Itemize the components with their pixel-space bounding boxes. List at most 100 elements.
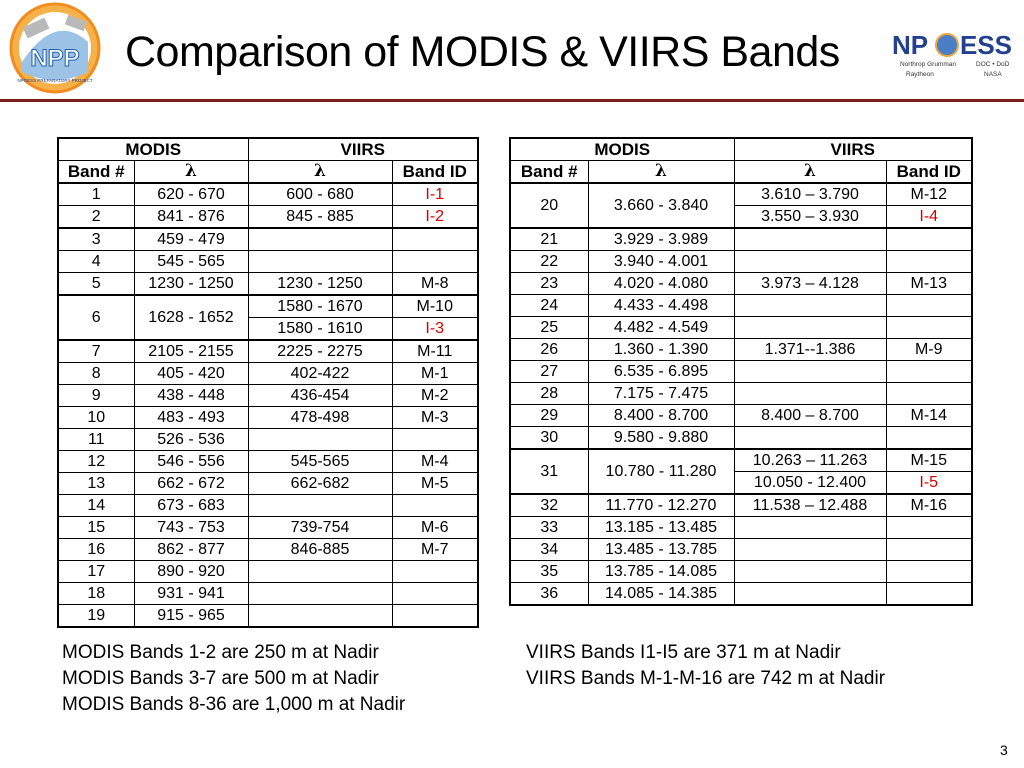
band-table-right: MODIS VIIRS Band # λ λ Band ID 20 3.660 -… xyxy=(509,137,973,606)
modis-resolution-notes: MODIS Bands 1-2 are 250 m at Nadir MODIS… xyxy=(62,640,405,718)
group-header-viirs: VIIRS xyxy=(733,137,973,161)
viirs-band-id: M-11 xyxy=(391,339,479,363)
band-number: 6 xyxy=(57,294,135,341)
viirs-wavelength: 1580 - 1670 xyxy=(247,294,393,318)
viirs-band-id: M-8 xyxy=(391,272,479,296)
viirs-band-id xyxy=(885,516,973,539)
viirs-band-id xyxy=(391,604,479,628)
modis-wavelength: 915 - 965 xyxy=(133,604,249,628)
table-row: 25 4.482 - 4.549 xyxy=(509,316,973,339)
table-row: 24 4.433 - 4.498 xyxy=(509,294,973,317)
viirs-band-id xyxy=(885,560,973,583)
table-row: 6 1628 - 1652 1580 - 1670 M-10 xyxy=(57,294,479,341)
col-header-viirs-lambda: λ xyxy=(247,160,393,184)
col-header-viirs-lambda: λ xyxy=(733,160,887,184)
viirs-wavelength xyxy=(733,316,887,339)
viirs-wavelength xyxy=(733,227,887,251)
modis-wavelength: 2105 - 2155 xyxy=(133,339,249,363)
modis-wavelength: 743 - 753 xyxy=(133,516,249,539)
modis-wavelength: 13.785 - 14.085 xyxy=(587,560,735,583)
table-row: 33 13.185 - 13.485 xyxy=(509,516,973,539)
band-number: 34 xyxy=(509,538,589,561)
band-number: 29 xyxy=(509,404,589,427)
band-number: 31 xyxy=(509,448,589,495)
viirs-wavelength xyxy=(733,560,887,583)
band-number: 33 xyxy=(509,516,589,539)
modis-wavelength: 7.175 - 7.475 xyxy=(587,382,735,405)
modis-wavelength: 4.020 - 4.080 xyxy=(587,272,735,295)
col-header-band: Band # xyxy=(509,160,589,184)
table-row: 35 13.785 - 14.085 xyxy=(509,560,973,583)
band-number: 20 xyxy=(509,182,589,229)
viirs-wavelength: 8.400 – 8.700 xyxy=(733,404,887,427)
band-number: 22 xyxy=(509,250,589,273)
band-number: 18 xyxy=(57,582,135,605)
table-row: 16 862 - 877 846-885 M-7 xyxy=(57,538,479,561)
modis-wavelength: 1.360 - 1.390 xyxy=(587,338,735,361)
viirs-wavelength xyxy=(733,516,887,539)
viirs-band-id xyxy=(885,426,973,450)
slide-title: Comparison of MODIS & VIIRS Bands xyxy=(125,28,840,76)
viirs-wavelength: 662-682 xyxy=(247,472,393,495)
viirs-note-line: VIIRS Bands I1-I5 are 371 m at Nadir xyxy=(526,642,841,663)
viirs-wavelength xyxy=(733,426,887,450)
band-number: 4 xyxy=(57,250,135,273)
modis-wavelength: 483 - 493 xyxy=(133,406,249,429)
modis-wavelength: 862 - 877 xyxy=(133,538,249,561)
col-header-modis-lambda: λ xyxy=(587,160,735,184)
viirs-wavelength: 600 - 680 xyxy=(247,182,393,206)
modis-wavelength: 1628 - 1652 xyxy=(133,294,249,341)
viirs-wavelength xyxy=(733,250,887,273)
viirs-band-id xyxy=(391,428,479,451)
viirs-band-id xyxy=(391,494,479,517)
band-number: 8 xyxy=(57,362,135,385)
viirs-resolution-notes: VIIRS Bands I1-I5 are 371 m at Nadir VII… xyxy=(526,640,885,692)
modis-wavelength: 14.085 - 14.385 xyxy=(587,582,735,606)
table-row: 3 459 - 479 xyxy=(57,227,479,251)
col-header-band: Band # xyxy=(57,160,135,184)
modis-wavelength: 13.485 - 13.785 xyxy=(587,538,735,561)
group-header-modis: MODIS xyxy=(509,137,735,161)
col-header-band-id: Band ID xyxy=(391,160,479,184)
viirs-wavelength xyxy=(247,582,393,605)
table-row: 7 2105 - 2155 2225 - 2275 M-11 xyxy=(57,339,479,363)
modis-wavelength: 1230 - 1250 xyxy=(133,272,249,296)
viirs-band-id xyxy=(391,250,479,273)
modis-wavelength: 526 - 536 xyxy=(133,428,249,451)
npp-logo-text: NPP xyxy=(30,45,79,72)
band-number: 10 xyxy=(57,406,135,429)
band-number: 13 xyxy=(57,472,135,495)
modis-wavelength: 405 - 420 xyxy=(133,362,249,385)
group-header-row: MODIS VIIRS xyxy=(57,137,479,161)
npoess-sub-northrop: Northrop Grumman xyxy=(900,61,956,68)
group-header-modis: MODIS xyxy=(57,137,249,161)
page-number: 3 xyxy=(1000,742,1008,758)
modis-wavelength: 4.482 - 4.549 xyxy=(587,316,735,339)
table-row: 1580 - 1610 I-3 xyxy=(58,317,479,341)
band-number: 24 xyxy=(509,294,589,317)
viirs-band-id xyxy=(885,294,973,317)
table-row: 1 620 - 670 600 - 680 I-1 xyxy=(57,182,479,206)
modis-wavelength: 545 - 565 xyxy=(133,250,249,273)
band-number: 12 xyxy=(57,450,135,473)
viirs-band-id xyxy=(885,582,973,606)
band-number: 16 xyxy=(57,538,135,561)
table-row: 28 7.175 - 7.475 xyxy=(509,382,973,405)
modis-note-line: MODIS Bands 3-7 are 500 m at Nadir xyxy=(62,668,379,689)
band-number: 3 xyxy=(57,227,135,251)
modis-note-line: MODIS Bands 8-36 are 1,000 m at Nadir xyxy=(62,694,406,715)
band-number: 14 xyxy=(57,494,135,517)
viirs-wavelength xyxy=(733,360,887,383)
band-number: 32 xyxy=(509,493,589,517)
npoess-logo: NP ESS Northrop Grumman Raytheon DOC • D… xyxy=(892,30,1012,78)
viirs-band-id: M-15 xyxy=(885,448,973,472)
viirs-wavelength: 10.263 – 11.263 xyxy=(733,448,887,472)
viirs-wavelength: 846-885 xyxy=(247,538,393,561)
band-number: 21 xyxy=(509,227,589,251)
table-row: 13 662 - 672 662-682 M-5 xyxy=(57,472,479,495)
viirs-wavelength xyxy=(247,494,393,517)
column-header-row: Band # λ λ Band ID xyxy=(57,160,479,184)
viirs-wavelength-secondary: 10.050 - 12.400 xyxy=(733,471,887,495)
viirs-wavelength xyxy=(247,227,393,251)
title-divider xyxy=(0,99,1024,102)
